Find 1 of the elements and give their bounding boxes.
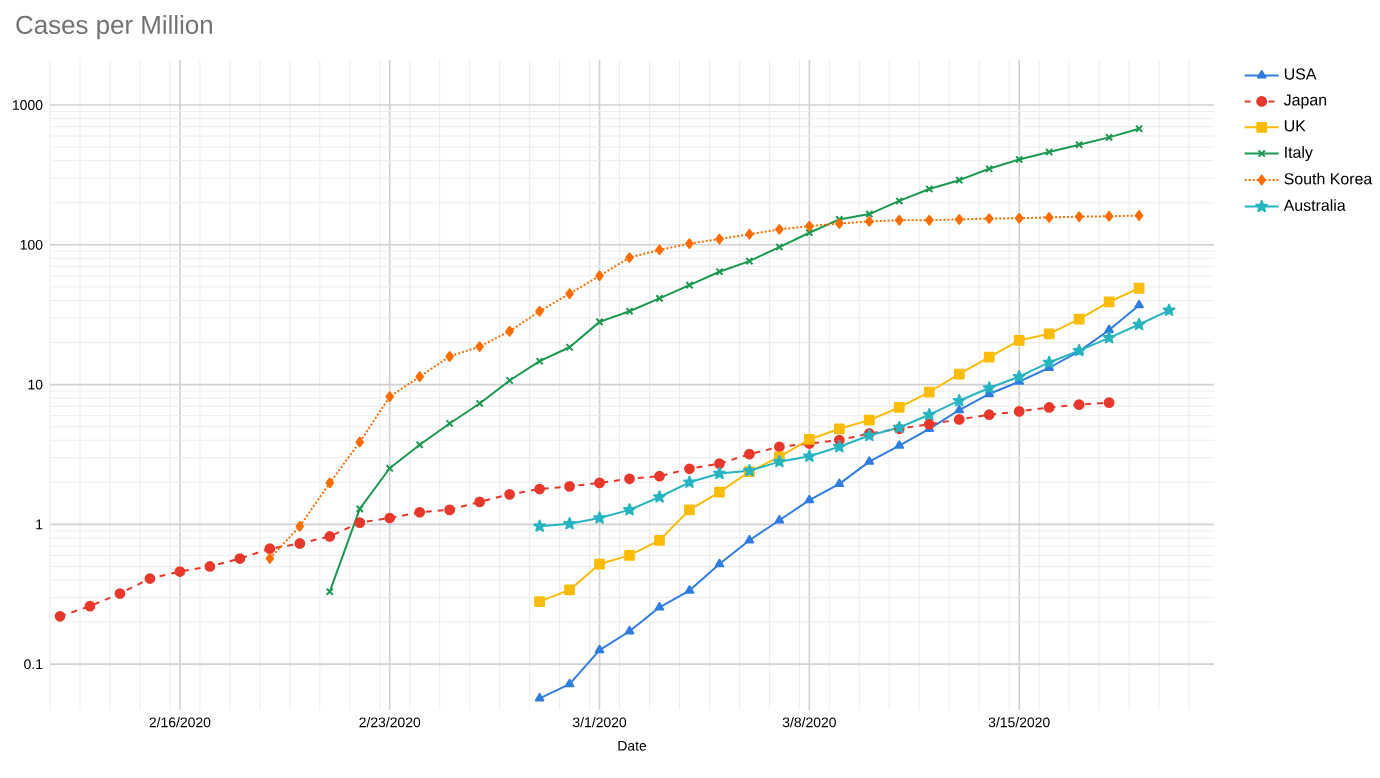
chart-title: Cases per Million — [16, 15, 212, 40]
